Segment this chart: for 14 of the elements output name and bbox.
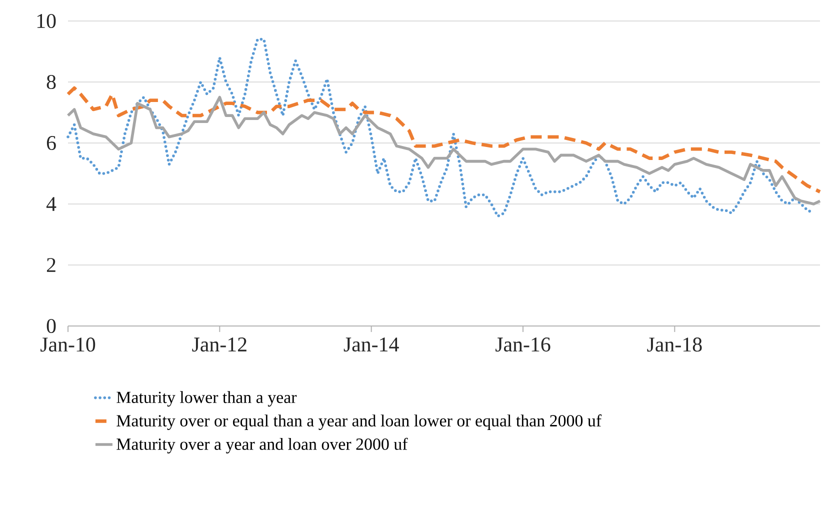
- y-tick-label: 2: [46, 258, 56, 272]
- x-tick-label: Jan-16: [496, 338, 550, 352]
- y-tick-label: 8: [46, 74, 56, 90]
- y-tick-label: 10: [37, 14, 56, 28]
- y-tick-label: 0: [46, 318, 56, 334]
- legend-label: Maturity over or equal than a year and loan lower or equal than 2000 uf: [116, 414, 602, 430]
- y-tick-label: 6: [46, 136, 56, 150]
- x-tick-label: Jan-18: [647, 338, 702, 352]
- y-tick-label: 4: [46, 197, 56, 211]
- legend-label: Maturity lower than a year: [116, 391, 297, 407]
- x-tick-label: Jan-14: [344, 338, 399, 352]
- x-tick-label: Jan-12: [192, 338, 246, 352]
- x-tick-label: Jan-10: [40, 338, 96, 352]
- legend-label: Maturity over a year and loan over 2000 uf: [116, 438, 408, 454]
